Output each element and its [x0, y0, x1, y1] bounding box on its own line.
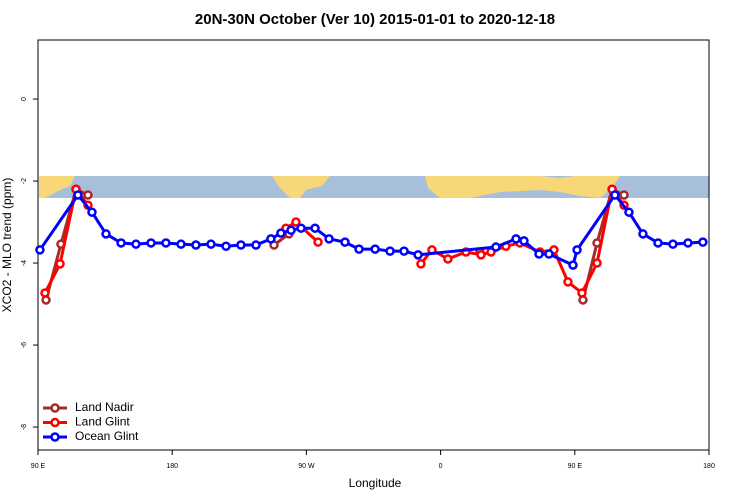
- data-point: [683, 238, 693, 248]
- data-point: [416, 259, 426, 269]
- data-point: [491, 242, 501, 252]
- data-point: [146, 238, 156, 248]
- data-point: [206, 239, 216, 249]
- data-point: [563, 277, 573, 287]
- data-point: [176, 239, 186, 249]
- x-tick-label: 180: [703, 463, 715, 470]
- y-axis-title: XCO2 - MLO trend (ppm): [0, 178, 14, 313]
- data-point: [276, 228, 286, 238]
- data-point: [668, 239, 678, 249]
- x-tick-label: 90 W: [298, 463, 315, 470]
- data-point: [161, 238, 171, 248]
- data-point: [544, 249, 554, 259]
- data-point: [511, 234, 521, 244]
- data-point: [698, 237, 708, 247]
- y-tick-label: -2: [21, 178, 28, 184]
- data-point: [568, 260, 578, 270]
- legend-label: Land Nadir: [75, 400, 134, 414]
- data-point: [73, 190, 83, 200]
- data-point: [291, 217, 301, 227]
- data-point: [191, 240, 201, 250]
- data-point: [619, 190, 629, 200]
- legend-marker: [50, 417, 60, 428]
- map-strip: [39, 176, 709, 198]
- x-tick-label: 90 E: [31, 463, 46, 470]
- data-point: [572, 245, 582, 255]
- legend-label: Ocean Glint: [75, 429, 139, 443]
- y-tick-label: 0: [21, 97, 28, 101]
- y-tick-label: -6: [21, 342, 28, 348]
- legend-marker: [50, 403, 60, 413]
- data-point: [313, 237, 323, 247]
- data-point: [55, 259, 65, 269]
- data-point: [413, 250, 423, 260]
- plot-frame: [37, 39, 710, 451]
- data-point: [236, 240, 246, 250]
- data-point: [354, 244, 364, 254]
- data-point: [286, 225, 296, 235]
- data-point: [534, 249, 544, 259]
- data-point: [577, 288, 587, 298]
- data-point: [101, 229, 111, 239]
- y-tick-label: -4: [21, 260, 28, 266]
- data-point: [638, 229, 648, 239]
- data-point: [653, 238, 663, 248]
- data-point: [519, 236, 529, 246]
- legend-marker: [50, 432, 60, 442]
- data-point: [87, 207, 97, 217]
- data-point: [221, 241, 231, 251]
- x-axis-title: Longitude: [349, 476, 402, 490]
- data-point: [340, 237, 350, 247]
- x-tick-label: 0: [439, 463, 443, 470]
- y-tick-label: -8: [21, 424, 28, 430]
- data-point: [296, 223, 306, 233]
- data-point: [370, 244, 380, 254]
- x-tick-label: 90 E: [568, 463, 583, 470]
- data-point: [592, 258, 602, 268]
- data-point: [324, 234, 334, 244]
- series-line: [38, 192, 703, 268]
- data-point: [116, 238, 126, 248]
- data-point: [624, 207, 634, 217]
- chart-title: 20N-30N October (Ver 10) 2015-01-01 to 2…: [195, 11, 555, 28]
- data-point: [251, 240, 261, 250]
- data-point: [266, 234, 276, 244]
- data-point: [610, 190, 620, 200]
- data-point: [40, 288, 50, 298]
- data-point: [35, 245, 45, 255]
- x-tick-label: 180: [166, 463, 178, 470]
- data-point: [443, 254, 453, 264]
- data-point: [385, 246, 395, 256]
- data-point: [83, 190, 93, 200]
- data-point: [399, 246, 409, 256]
- legend-label: Land Glint: [75, 415, 130, 429]
- data-point: [476, 250, 486, 260]
- data-point: [131, 239, 141, 249]
- data-point: [310, 223, 320, 233]
